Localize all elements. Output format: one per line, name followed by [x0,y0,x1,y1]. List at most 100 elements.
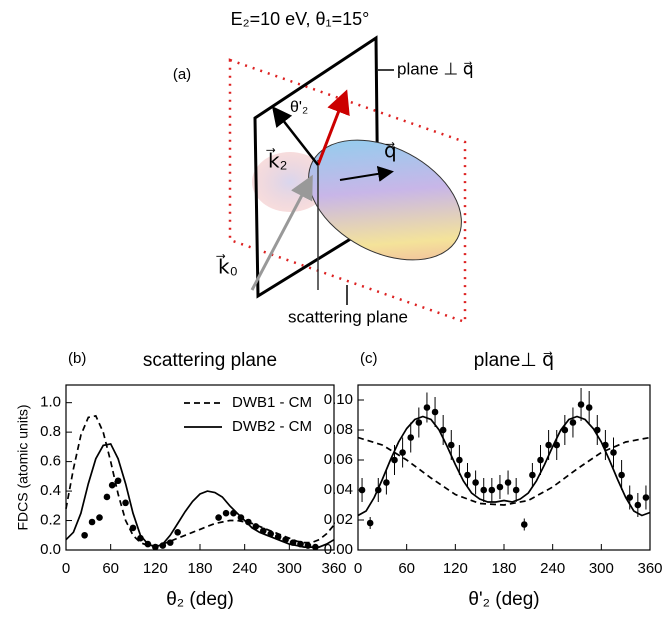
plot-frame [357,384,651,551]
data-point [374,486,382,494]
data-point [618,471,625,479]
data-point [391,456,398,464]
data-point [415,419,423,426]
x-tick-label: 360 [637,560,662,577]
data-point [259,527,267,535]
data-point [504,479,512,486]
data-point [252,523,260,530]
data-point [423,404,431,411]
y-axis-label: FDCS (atomic units) [15,404,31,530]
y-tick-label: 0.6 [40,453,61,470]
data-point [152,543,159,551]
data-point [304,542,312,549]
diagram: (a) plane ⊥ q⃗ θ'₂ k⃗₂ q⃗ k⃗₀ scattering… [173,35,474,326]
y-tick-label: 0.08 [324,421,353,438]
data-point [282,536,289,543]
x-tick-label: 120 [143,560,168,577]
data-point [626,494,634,501]
data-point [88,518,96,526]
chart-title: plane⊥ q⃗ [474,350,554,371]
x-axis-label: θ'₂ (deg) [468,589,539,610]
data-point [96,514,103,521]
red-arrow [316,89,350,166]
x-tick-label: 240 [540,560,565,577]
y-tick-label: 0.10 [324,391,353,408]
x-tick-label: 300 [589,560,614,577]
data-point [114,477,122,485]
y-tick-label: 0.00 [324,541,353,558]
x-tick-label: 180 [187,560,212,577]
data-point [174,529,181,536]
curve [357,436,651,506]
data-point [366,519,374,527]
curve [65,442,335,549]
data-point [512,486,520,494]
data-point [537,456,544,464]
data-point [267,530,275,538]
data-point [108,481,116,489]
data-point [297,540,304,548]
data-point [447,441,455,449]
data-point [520,521,528,528]
data-point [577,401,585,408]
y-tick-label: 0.04 [324,481,353,498]
data-point [144,540,152,548]
chart-title: scattering plane [143,350,277,371]
data-point [480,486,488,494]
data-point [545,441,552,449]
data-point [472,479,479,486]
data-point [634,501,642,509]
data-point [602,441,609,449]
panel-label: (a) [173,66,191,83]
data-point [569,419,577,426]
data-point [383,479,390,486]
x-tick-label: 0 [62,560,70,577]
data-point [585,404,593,411]
data-point [642,494,650,501]
x-axis-label: θ₂ (deg) [166,589,234,610]
panel-label: (c) [360,350,378,367]
y-tick-label: 1.0 [40,394,61,411]
figure-title: E₂=10 eV, θ₁=15° [231,9,370,29]
data-point [456,456,463,464]
data-point [312,543,319,551]
data-point [561,426,569,434]
data-point [407,434,415,441]
data-point [553,441,561,449]
k0-arrow [250,174,313,291]
y-tick-label: 0.06 [324,451,353,468]
curve [65,414,335,547]
x-tick-label: 360 [321,560,346,577]
plane-label: plane ⊥ q⃗ [397,59,474,78]
data-point [529,471,536,479]
q-arrow [339,165,394,182]
panel-label: (b) [68,350,86,367]
k2-arrow [271,106,319,166]
data-point [488,486,496,494]
front-lobe [308,139,462,261]
data-point [358,486,366,494]
data-point [81,531,88,539]
x-tick-label: 120 [443,560,468,577]
theta-label: θ'₂ [290,99,308,116]
x-tick-label: 0 [354,560,362,577]
x-tick-label: 240 [232,560,257,577]
scattering-plane-outline [228,58,467,324]
q-label: q⃗ [384,140,397,162]
curve [357,415,651,517]
data-point [237,514,245,521]
legend-label: DWB2 - CM [232,418,312,435]
x-tick-label: 60 [398,560,415,577]
data-point [496,483,504,491]
y-tick-label: 0.4 [40,482,61,499]
data-point [439,426,447,434]
data-point [137,534,144,542]
data-point [289,539,297,546]
data-point [399,449,406,456]
data-point [159,542,167,549]
data-point [166,539,174,546]
y-tick-label: 0.8 [40,423,61,440]
data-point [464,471,471,479]
data-point [222,509,230,517]
